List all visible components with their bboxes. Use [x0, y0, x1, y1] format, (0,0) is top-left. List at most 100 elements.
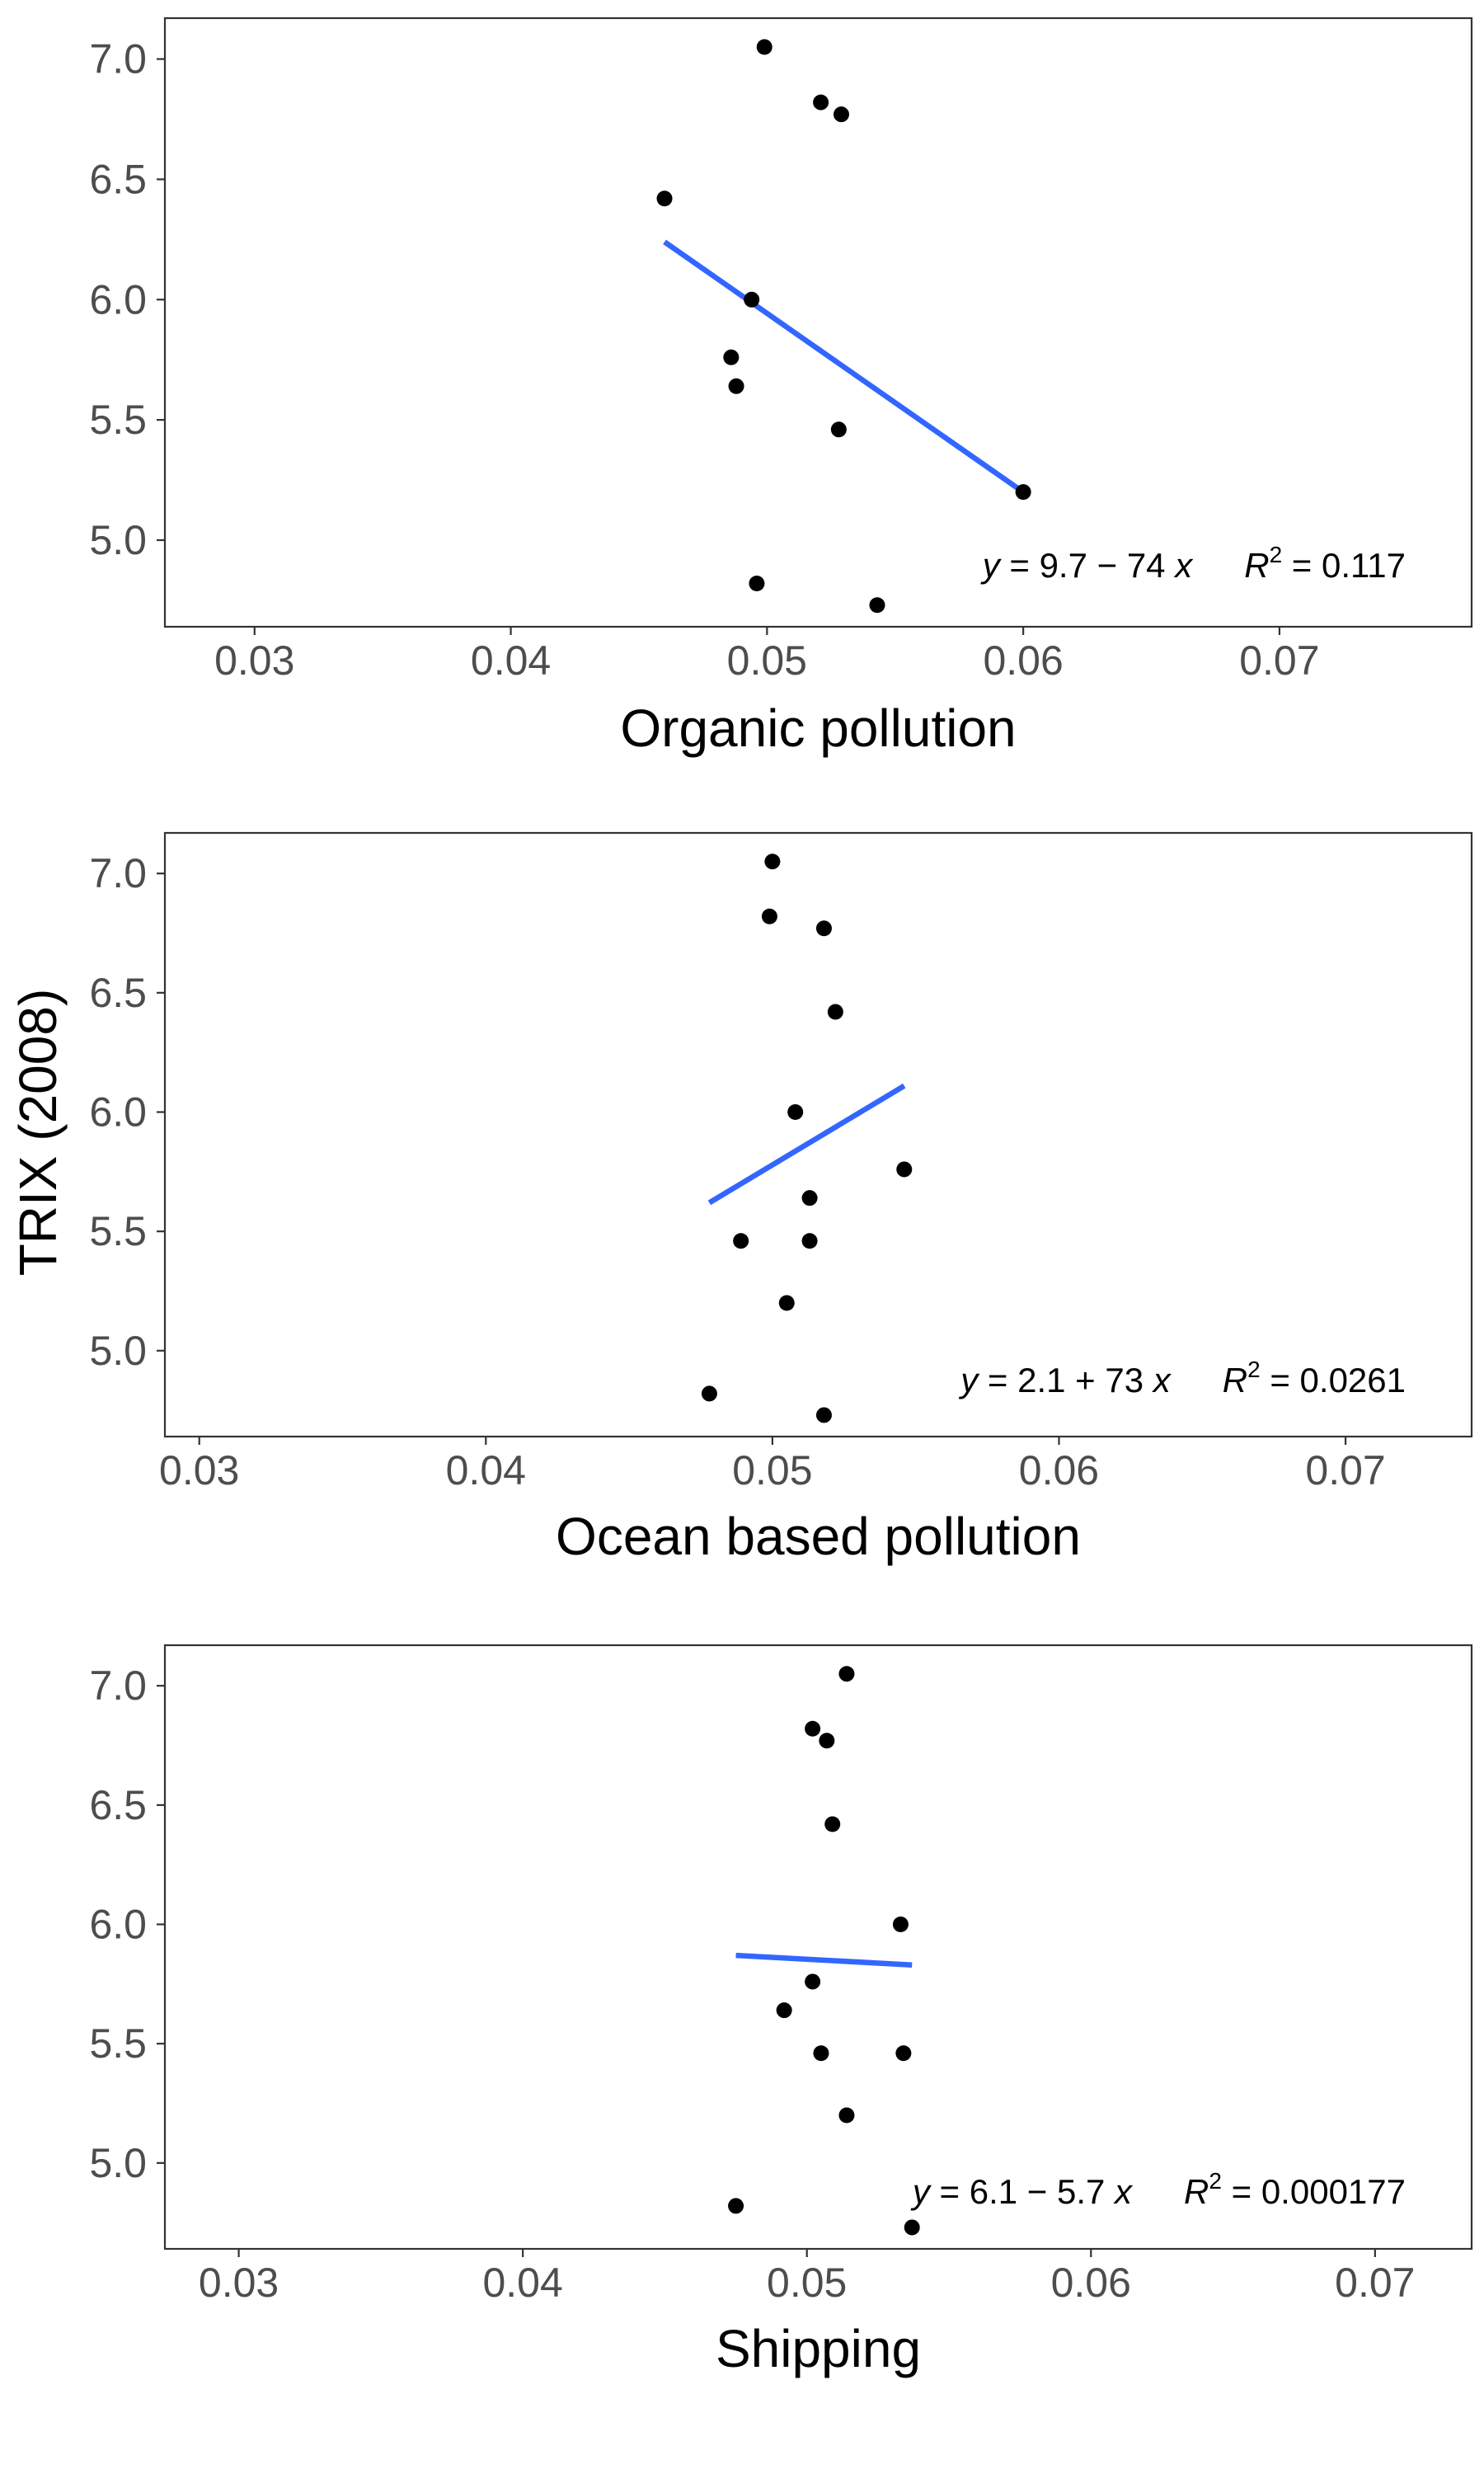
regression-line: [735, 1952, 913, 1968]
data-point: [761, 908, 777, 924]
x-tick-label: 0.05: [767, 2260, 847, 2306]
y-axis-title: TRIX (2008): [8, 989, 68, 1277]
x-axis-title: Organic pollution: [620, 698, 1016, 758]
equation-r-value: = 0.0261: [1261, 1361, 1406, 1399]
y-tick-label: 5.0: [89, 1328, 147, 1374]
data-point: [728, 2198, 744, 2214]
data-point: [838, 2107, 855, 2124]
x-tick-label: 0.05: [727, 637, 807, 684]
data-point: [824, 1816, 841, 1832]
data-point: [813, 94, 829, 111]
data-point: [895, 2045, 912, 2062]
data-point: [749, 575, 765, 591]
data-point: [827, 1004, 843, 1020]
equation-x-var: x: [1173, 546, 1194, 585]
equation-y-var: y: [980, 546, 1003, 585]
panel-border: [163, 1644, 1473, 2251]
equation-r-var: R: [1244, 546, 1269, 585]
equation-r-superscript: 2: [1270, 542, 1283, 567]
data-point: [815, 1407, 832, 1423]
y-tick-label: 5.0: [89, 2140, 147, 2186]
data-point: [805, 1720, 821, 1737]
y-tick-label: 7.0: [89, 1663, 147, 1709]
data-point: [744, 291, 760, 308]
panel-3: 5.0 5.5 6.0 6.5 7.0 0.03 0.04 0.05 0.06 0.07 Shipp…: [89, 1644, 1473, 2378]
x-tick-label: 0.06: [983, 637, 1063, 684]
equation-r-var: R: [1223, 1361, 1247, 1399]
data-point: [728, 378, 744, 394]
data-point: [892, 1917, 909, 1933]
data-point: [756, 39, 773, 55]
x-tick-label: 0.03: [199, 2260, 279, 2306]
data-point: [1015, 484, 1031, 501]
data-point: [869, 597, 885, 614]
equation-body: = 6.1 − 5.7: [930, 2172, 1115, 2211]
x-axis-title: Ocean based pollution: [556, 1507, 1081, 1566]
equation-gap: [1132, 2172, 1184, 2211]
x-tick-label: 0.03: [214, 637, 294, 684]
data-point: [815, 920, 832, 937]
data-point: [813, 2045, 829, 2062]
data-point: [830, 421, 847, 438]
data-point: [833, 106, 849, 123]
panel-border: [163, 831, 1473, 1438]
x-tick-label: 0.07: [1239, 637, 1319, 684]
data-point: [764, 854, 781, 870]
data-point: [805, 1973, 821, 1990]
x-tick-label: 0.05: [732, 1447, 812, 1493]
y-tick-label: 6.0: [89, 1902, 147, 1948]
y-tick-label: 5.5: [89, 1208, 147, 1254]
y-tick-label: 6.5: [89, 970, 147, 1016]
panels: 5.0 5.5 6.0 6.5 7.0 0.03 0.04 0.05 0.06 0.07 Organ…: [89, 16, 1473, 2378]
panel-2: 5.0 5.5 6.0 6.5 7.0 0.03 0.04 0.05 0.06 0.07 Ocean…: [89, 831, 1473, 1566]
x-tick-label: 0.07: [1305, 1447, 1385, 1493]
data-point: [787, 1104, 804, 1121]
x-tick-label: 0.07: [1335, 2260, 1415, 2306]
regression-equation: y = 6.1 − 5.7 x R2 = 0.000177: [910, 2168, 1406, 2211]
regression-line: [707, 1083, 906, 1206]
data-point: [896, 1161, 913, 1178]
y-tick-label: 6.5: [89, 1782, 147, 1828]
x-tick-label: 0.04: [482, 2260, 562, 2306]
equation-r-value: = 0.000177: [1222, 2172, 1406, 2211]
regression-equation: y = 2.1 + 73 x R2 = 0.0261: [958, 1357, 1406, 1399]
equation-gap: [1192, 546, 1244, 585]
data-point: [776, 2002, 792, 2019]
x-tick-label: 0.04: [471, 637, 551, 684]
x-tick-label: 0.04: [446, 1447, 526, 1493]
y-tick-label: 5.5: [89, 397, 147, 443]
y-tick-label: 6.5: [89, 156, 147, 202]
data-point: [733, 1233, 749, 1249]
x-tick-label: 0.06: [1019, 1447, 1099, 1493]
panel-1: 5.0 5.5 6.0 6.5 7.0 0.03 0.04 0.05 0.06 0.07 Organ…: [89, 16, 1473, 758]
data-point: [819, 1733, 835, 1749]
equation-r-var: R: [1184, 2172, 1209, 2211]
y-tick-label: 6.0: [89, 276, 147, 322]
data-point: [723, 349, 740, 365]
data-point: [778, 1295, 795, 1311]
data-point: [801, 1233, 818, 1249]
equation-r-superscript: 2: [1247, 1357, 1261, 1382]
regression-equation: y = 9.7 − 74 x R2 = 0.117: [980, 542, 1406, 585]
data-point: [656, 190, 673, 207]
panel-border: [163, 16, 1473, 628]
x-tick-label: 0.06: [1051, 2260, 1131, 2306]
y-tick-label: 6.0: [89, 1089, 147, 1136]
equation-r-value: = 0.117: [1282, 546, 1406, 585]
x-axis-title: Shipping: [716, 2319, 921, 2378]
equation-body: = 2.1 + 73: [978, 1361, 1153, 1399]
y-tick-label: 5.5: [89, 2020, 147, 2067]
y-tick-label: 5.0: [89, 517, 147, 563]
equation-body: = 9.7 − 74: [1000, 546, 1176, 585]
y-tick-label: 7.0: [89, 36, 147, 82]
equation-x-var: x: [1113, 2172, 1134, 2211]
equation-r-superscript: 2: [1209, 2168, 1222, 2194]
data-point: [701, 1385, 717, 1402]
data-point: [904, 2219, 920, 2236]
regression-line: [663, 239, 1025, 495]
data-point: [801, 1190, 818, 1206]
y-tick-label: 7.0: [89, 850, 147, 896]
equation-y-var: y: [958, 1361, 980, 1399]
equation-y-var: y: [910, 2172, 932, 2211]
